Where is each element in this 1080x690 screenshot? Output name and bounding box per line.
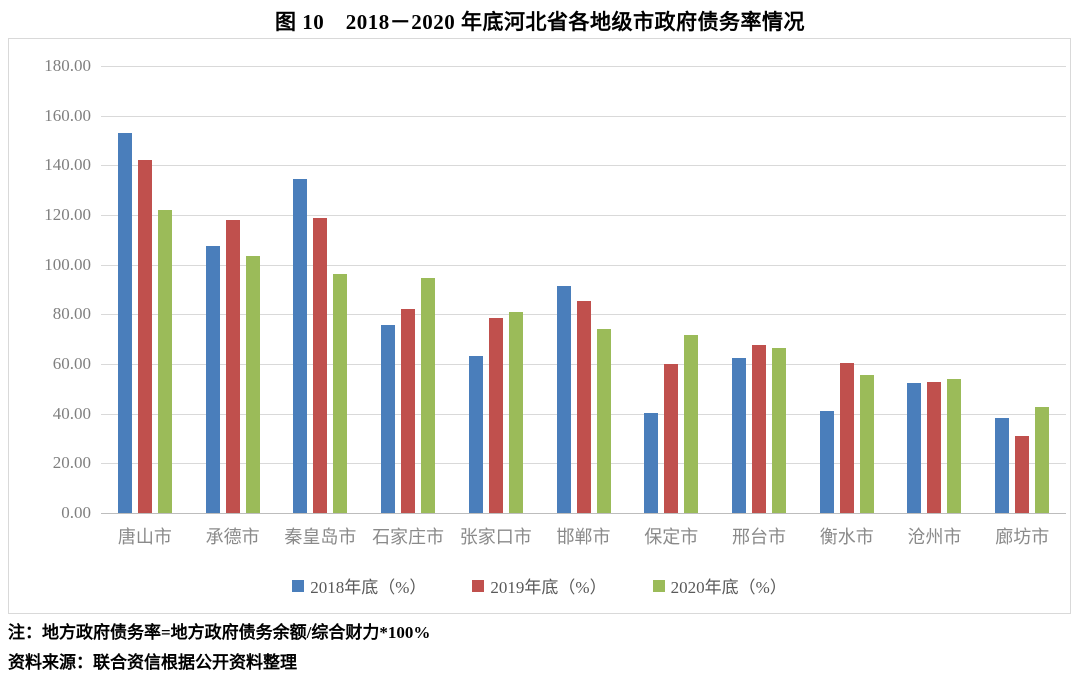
bar bbox=[421, 278, 436, 513]
x-category-label: 沧州市 bbox=[907, 527, 962, 547]
gridline bbox=[101, 214, 1066, 216]
gridline bbox=[101, 115, 1066, 117]
bar bbox=[556, 286, 571, 513]
note-line: 注：地方政府债务率=地方政府债务余额/综合财力*100% bbox=[8, 623, 431, 642]
bar bbox=[205, 245, 220, 513]
x-category-label: 唐山市 bbox=[117, 527, 172, 547]
x-axis-labels: 唐山市 承德市 秦皇岛市 石家庄市 张家口市 邯郸市 保定市 邢台市 衡水市 沧州市 廊坊市 bbox=[101, 523, 1066, 549]
legend-swatch-icon bbox=[472, 579, 485, 592]
bar bbox=[117, 133, 132, 513]
bar bbox=[245, 256, 260, 513]
bar bbox=[859, 374, 874, 513]
y-tick-label: 20.00 bbox=[52, 453, 91, 473]
bar-group bbox=[540, 66, 628, 513]
bar bbox=[381, 325, 396, 513]
bar bbox=[1035, 407, 1050, 513]
gridline bbox=[101, 66, 1066, 67]
gridline bbox=[101, 264, 1066, 266]
legend-label: 2018年底（%） bbox=[310, 578, 427, 597]
bar bbox=[644, 413, 659, 513]
chart-title: 图 10 2018－2020 年底河北省各地级市政府债务率情况 bbox=[275, 10, 805, 34]
x-category-label: 邢台市 bbox=[732, 527, 786, 547]
legend: 2018年底（%） 2019年底（%） 2020年底（%） bbox=[9, 573, 1070, 598]
x-category-label: 张家口市 bbox=[459, 527, 532, 547]
bar bbox=[488, 317, 503, 513]
bar bbox=[137, 160, 152, 513]
bar-group bbox=[276, 66, 364, 513]
x-category-label: 保定市 bbox=[644, 527, 699, 547]
y-tick-label: 80.00 bbox=[52, 304, 91, 324]
bar bbox=[333, 273, 348, 513]
bar bbox=[401, 308, 416, 513]
y-tick-label: 0.00 bbox=[61, 503, 91, 522]
x-category-label: 石家庄市 bbox=[372, 527, 445, 547]
legend-item: 2020年底（%） bbox=[652, 573, 787, 598]
bar bbox=[947, 378, 962, 513]
bar bbox=[995, 418, 1010, 513]
bar-group bbox=[101, 66, 189, 513]
x-category-label: 廊坊市 bbox=[995, 527, 1050, 547]
bar bbox=[157, 209, 172, 513]
bar-group bbox=[715, 66, 803, 513]
bar bbox=[293, 179, 308, 513]
legend-label: 2019年底（%） bbox=[490, 578, 607, 597]
y-axis-labels: 180.00 160.00 140.00 120.00 100.00 80.00 60.00… bbox=[9, 56, 91, 522]
bar bbox=[927, 382, 942, 513]
y-tick-label: 120.00 bbox=[44, 204, 91, 224]
bar bbox=[225, 220, 240, 513]
bar-group bbox=[803, 66, 891, 513]
x-category-label: 衡水市 bbox=[819, 527, 874, 547]
bar-group bbox=[978, 66, 1066, 513]
bar bbox=[468, 356, 483, 513]
y-tick-label: 140.00 bbox=[44, 155, 91, 175]
bar-group bbox=[364, 66, 452, 513]
bar bbox=[819, 410, 834, 513]
bar-group bbox=[452, 66, 540, 513]
bar bbox=[907, 382, 922, 513]
bar bbox=[508, 311, 523, 513]
chart-frame: 180.00 160.00 140.00 120.00 100.00 80.00 60.00… bbox=[8, 38, 1071, 614]
bar bbox=[732, 358, 746, 513]
bar bbox=[1015, 436, 1030, 513]
legend-swatch-icon bbox=[652, 579, 665, 592]
y-tick-label: 100.00 bbox=[44, 254, 91, 274]
legend-label: 2020年底（%） bbox=[670, 578, 787, 597]
bar bbox=[772, 348, 786, 513]
bar-group bbox=[891, 66, 979, 513]
bar bbox=[596, 329, 611, 513]
y-tick-label: 180.00 bbox=[44, 56, 91, 75]
x-category-label: 邯郸市 bbox=[556, 527, 611, 547]
y-tick-label: 60.00 bbox=[52, 353, 91, 373]
legend-item: 2018年底（%） bbox=[292, 573, 426, 598]
plot-area bbox=[101, 66, 1066, 514]
legend-swatch-icon bbox=[292, 579, 305, 592]
bar bbox=[313, 218, 328, 513]
bar bbox=[684, 335, 699, 513]
legend-item: 2019年底（%） bbox=[472, 573, 607, 598]
bar-group bbox=[189, 66, 277, 513]
source-line: 资料来源：联合资信根据公开资料整理 bbox=[8, 653, 297, 672]
x-category-label: 承德市 bbox=[205, 527, 260, 547]
gridline bbox=[101, 165, 1066, 167]
x-category-label: 秦皇岛市 bbox=[284, 527, 357, 547]
y-tick-label: 160.00 bbox=[44, 105, 91, 125]
bar-group bbox=[627, 66, 715, 513]
footer: 注：地方政府债务率=地方政府债务余额/综合财力*100% 资料来源：联合资信根据… bbox=[8, 618, 1068, 678]
bars-row bbox=[101, 66, 1066, 513]
bar bbox=[664, 364, 679, 513]
x-axis-line bbox=[101, 513, 1066, 514]
bar bbox=[752, 344, 766, 513]
bar bbox=[576, 301, 591, 513]
y-tick-label: 40.00 bbox=[52, 403, 91, 423]
bar bbox=[839, 363, 854, 513]
